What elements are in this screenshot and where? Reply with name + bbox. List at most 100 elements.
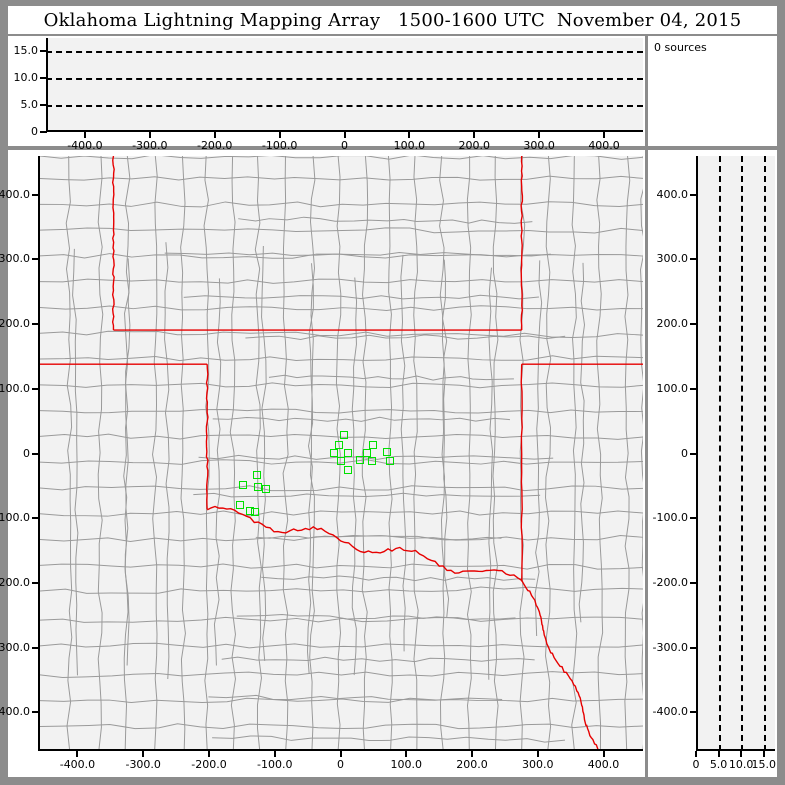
source-marker[interactable] <box>329 448 338 457</box>
source-marker[interactable] <box>245 507 254 516</box>
source-marker[interactable] <box>368 456 377 465</box>
y-axis-tick-label: 400.0 <box>656 187 689 201</box>
x-axis-tick-label: 0 <box>337 758 344 771</box>
x-axis-tick-label: -200.0 <box>191 758 227 771</box>
x-axis-tick-label: 200.0 <box>456 758 488 771</box>
source-marker[interactable] <box>239 480 248 489</box>
x-axis-tick-label: -400.0 <box>59 758 96 771</box>
x-axis-tick <box>408 132 411 138</box>
y-axis-tick <box>690 581 697 584</box>
gridline-horizontal <box>46 105 643 108</box>
title-bar: Oklahoma Lightning Mapping Array 1500-16… <box>8 6 777 34</box>
y-axis-tick-label: -200.0 <box>652 575 688 589</box>
page-title: Oklahoma Lightning Mapping Array 1500-16… <box>43 9 742 31</box>
x-axis-tick-label: 300.0 <box>522 758 554 771</box>
sources-info-panel: 0 sources <box>648 36 777 146</box>
gridline-vertical <box>718 156 721 751</box>
source-marker[interactable] <box>251 508 260 517</box>
y-axis-tick-label: -300.0 <box>652 640 688 654</box>
y-axis-tick <box>40 50 47 53</box>
x-axis-tick-label: 100.0 <box>393 139 426 152</box>
source-marker[interactable] <box>336 457 345 466</box>
source-marker[interactable] <box>344 448 353 457</box>
y-axis-tick <box>690 258 697 261</box>
y-axis-tick <box>690 646 697 649</box>
y-axis-tick <box>32 646 39 649</box>
x-axis-tick <box>538 132 541 138</box>
source-count-label: 0 sources <box>654 41 707 54</box>
source-marker[interactable] <box>343 466 352 475</box>
x-axis-tick-label: 0 <box>341 139 348 152</box>
gridline-horizontal <box>46 78 643 81</box>
y-axis-tick-label: 15.0 <box>13 44 39 58</box>
y-axis-tick-label: 200.0 <box>656 317 689 331</box>
x-axis-tick-label: 0 <box>692 758 700 771</box>
source-marker[interactable] <box>254 483 263 492</box>
y-axis-tick <box>32 193 39 196</box>
source-marker[interactable] <box>253 470 261 479</box>
y-axis-tick-label: 300.0 <box>656 252 689 266</box>
x-axis-tick <box>213 132 216 138</box>
plan-view-plot-area[interactable] <box>38 156 643 751</box>
y-axis-tick-label: 0 <box>681 446 688 460</box>
source-marker[interactable] <box>383 447 392 456</box>
state-county-map <box>40 156 643 749</box>
y-axis-tick-label: -400.0 <box>0 705 30 719</box>
y-axis-tick <box>32 581 39 584</box>
plan-view-map-panel[interactable]: -400.0 -300.0 -200.0 -100.0 0 100.0 200.0 300.0… <box>0 150 645 777</box>
height-histogram-panel[interactable]: -400.0 -300.0 -200.0 -100.0 0 100.0 200.0 300.0… <box>648 150 777 777</box>
y-axis-tick-label: 5.0 <box>20 98 39 112</box>
x-axis-tick-label: 15.0 <box>751 758 776 771</box>
x-axis-tick <box>207 751 210 757</box>
x-axis-tick-label: -200.0 <box>196 139 233 152</box>
y-axis-tick-label: -300.0 <box>0 640 30 654</box>
y-axis-tick-label: 0 <box>23 446 30 460</box>
x-axis-tick-label: 300.0 <box>523 139 555 152</box>
x-axis-tick <box>695 751 697 757</box>
y-axis-tick <box>690 711 697 714</box>
y-axis-tick-label: -200.0 <box>0 575 30 589</box>
y-axis-tick-label: 200.0 <box>0 317 30 331</box>
y-axis-tick <box>40 131 47 133</box>
time-height-plot-area[interactable] <box>46 38 643 132</box>
x-axis-tick <box>343 132 346 138</box>
source-marker[interactable] <box>385 457 394 466</box>
y-axis-tick <box>690 193 697 196</box>
gridline-horizontal <box>46 51 643 54</box>
y-axis-tick-label: 100.0 <box>656 381 689 395</box>
x-axis-tick <box>740 751 743 757</box>
x-axis-tick <box>473 132 476 138</box>
y-axis-tick-label: 400.0 <box>0 187 30 201</box>
source-marker[interactable] <box>235 501 244 510</box>
source-marker[interactable] <box>340 430 349 439</box>
y-axis-tick-label: 10.0 <box>13 71 39 85</box>
y-axis-tick <box>32 323 39 326</box>
y-axis-tick <box>690 452 697 455</box>
y-axis-tick <box>40 77 47 80</box>
height-histogram-plot-area[interactable] <box>696 156 775 751</box>
source-marker[interactable] <box>334 441 343 450</box>
state-boundary-lines <box>40 156 643 749</box>
y-axis-tick <box>32 258 39 261</box>
source-marker[interactable] <box>262 485 271 494</box>
x-axis-tick-label: 200.0 <box>458 139 491 152</box>
source-marker[interactable] <box>356 455 365 464</box>
x-axis-tick <box>148 132 151 138</box>
y-axis-tick-label: 100.0 <box>0 381 30 395</box>
x-axis-tick <box>603 132 606 138</box>
source-marker[interactable] <box>369 441 378 450</box>
y-axis-tick <box>690 517 697 520</box>
y-axis-tick-label: -400.0 <box>652 705 688 719</box>
x-axis-tick-label: -400.0 <box>67 139 103 152</box>
y-axis-tick <box>32 711 39 714</box>
x-axis-tick <box>278 132 281 138</box>
source-marker[interactable] <box>362 448 371 457</box>
gridline-vertical <box>741 156 744 751</box>
y-axis-tick-label: 300.0 <box>0 252 30 266</box>
x-axis-tick <box>762 751 765 757</box>
time-height-panel[interactable]: 0 5.0 10.0 15.0 -400.0 -300.0 -200.0 -100.0 0 100… <box>8 36 645 152</box>
x-axis-tick <box>339 751 342 757</box>
x-axis-tick <box>405 751 408 757</box>
gridline-vertical <box>763 156 766 751</box>
